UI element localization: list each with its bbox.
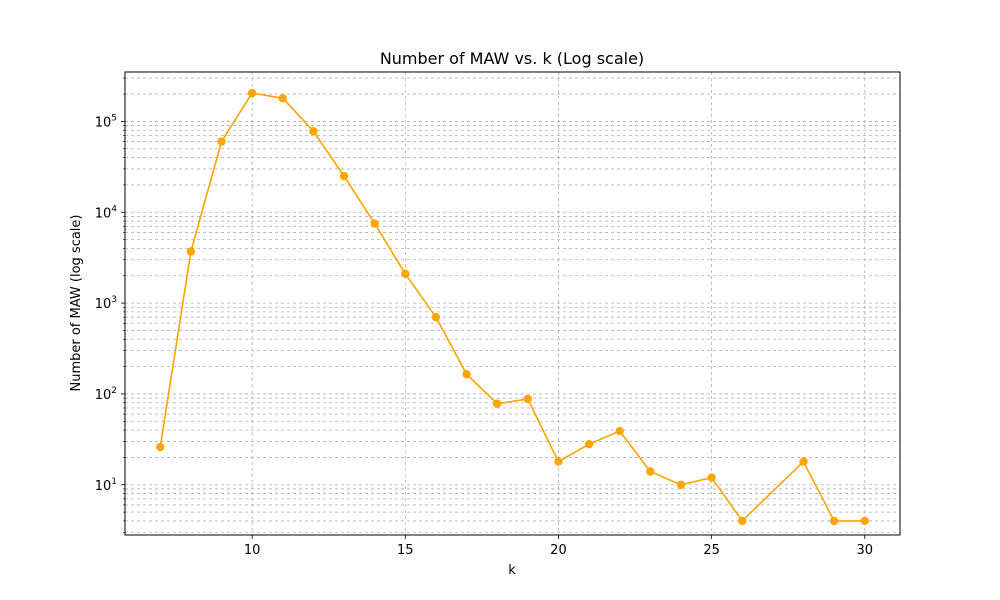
data-point xyxy=(370,219,379,228)
data-point xyxy=(615,426,624,436)
x-tick-label: 20 xyxy=(550,543,567,558)
y-tick-label: 105 xyxy=(95,113,117,130)
data-point xyxy=(462,369,471,379)
y-tick-label: 103 xyxy=(95,295,117,312)
data-point xyxy=(156,442,165,452)
data-point xyxy=(217,137,226,146)
y-axis-ticks: 101 102 103 104 105 xyxy=(95,77,125,533)
y-tick-label: 101 xyxy=(95,477,117,494)
data-point xyxy=(646,467,655,476)
data-point xyxy=(707,473,716,482)
y-axis-label: Number of MAW (log scale) xyxy=(69,215,84,392)
series-group xyxy=(156,88,869,526)
grid-lines xyxy=(125,72,900,535)
x-tick-label: 30 xyxy=(856,543,873,558)
data-point xyxy=(523,394,533,404)
data-point xyxy=(492,399,502,408)
data-point xyxy=(829,516,839,526)
data-point xyxy=(554,457,563,466)
data-point xyxy=(799,457,808,466)
x-tick-label: 10 xyxy=(244,543,261,558)
x-tick-label: 15 xyxy=(397,543,414,558)
data-point xyxy=(584,439,594,449)
data-point xyxy=(431,312,441,322)
data-point xyxy=(676,480,686,489)
x-tick-label: 25 xyxy=(703,543,720,558)
chart-title: Number of MAW vs. k (Log scale) xyxy=(380,49,644,68)
x-axis-label: k xyxy=(508,563,516,578)
data-point xyxy=(309,127,318,136)
x-axis-ticks: 10 15 20 25 30 xyxy=(244,535,873,558)
data-point xyxy=(401,269,410,279)
data-point xyxy=(860,516,869,526)
data-point xyxy=(278,94,287,103)
y-tick-label: 104 xyxy=(95,204,118,221)
data-point xyxy=(738,516,747,526)
data-point xyxy=(186,247,196,256)
data-point xyxy=(247,88,257,98)
y-tick-label: 102 xyxy=(95,386,117,403)
data-point xyxy=(339,171,349,181)
